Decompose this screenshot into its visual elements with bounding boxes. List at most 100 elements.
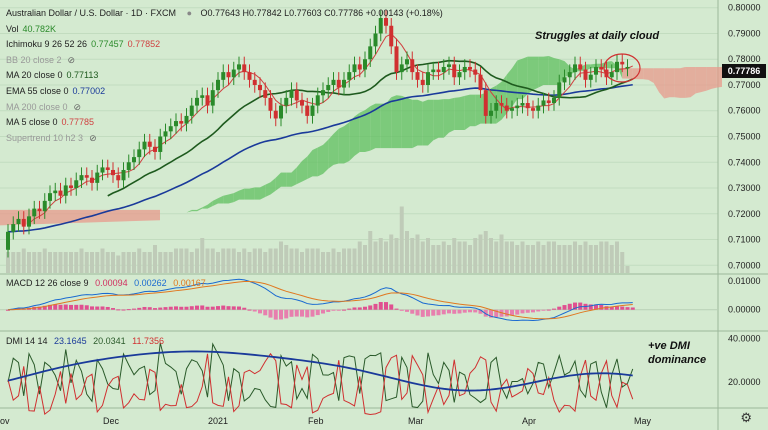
legend-title-row: Australian Dollar / U.S. Dollar · 1D · F… [6, 6, 443, 22]
hidden-eye-icon[interactable]: ⊘ [89, 132, 97, 143]
ichimoku-cloud-segment [412, 99, 418, 149]
volume-bar [420, 241, 425, 273]
hidden-eye-icon[interactable]: ⊘ [67, 54, 76, 65]
volume-bar [410, 238, 415, 273]
volume-bar [84, 252, 89, 273]
candle-body [336, 79, 341, 88]
macd-histogram-bar [210, 306, 215, 310]
volume-bar [32, 252, 37, 273]
candle-body [48, 193, 52, 201]
macd-histogram-bar [147, 307, 152, 310]
macd-histogram-bar [174, 306, 178, 310]
macd-histogram-bar [84, 305, 89, 310]
candle-body [132, 157, 136, 163]
hidden-eye-icon[interactable]: ⊘ [73, 101, 82, 112]
price-axis-label: 0.79000 [728, 28, 761, 38]
indicator-value: 0.77852 [127, 39, 161, 50]
candle-body [95, 172, 100, 183]
volume-bar [567, 245, 572, 273]
ichimoku-cloud-segment [228, 193, 234, 204]
macd-histogram-bar [368, 305, 373, 310]
adx-line [7, 350, 633, 392]
volume-bar [105, 252, 110, 273]
volume-bar [294, 248, 299, 273]
indicator-row[interactable]: Supertrend 10 h2 3 ⊘ [6, 131, 443, 147]
ichimoku-cloud-segment [422, 99, 428, 146]
candle-body [142, 141, 147, 150]
candle-body [499, 103, 504, 106]
macd-histogram-bar [489, 309, 493, 318]
candle-body [221, 72, 226, 80]
macd-histogram-bar [609, 306, 614, 310]
candle-body [447, 64, 451, 67]
candle-body [342, 79, 346, 88]
macd-histogram-bar [410, 309, 415, 314]
ma-20-line [107, 59, 634, 197]
ichimoku-cloud-segment [716, 66, 722, 88]
ichimoku-cloud-segment [296, 160, 302, 185]
indicator-row[interactable]: MA 20 close 0 0.77113 [6, 68, 443, 84]
candle-body [494, 103, 499, 111]
volume-bar [515, 245, 520, 273]
macd-histogram-bar [515, 309, 520, 315]
macd-histogram-bar [378, 302, 383, 310]
macd-histogram-bar [74, 304, 79, 310]
candle-body [310, 105, 315, 116]
macd-histogram-bar [216, 306, 220, 310]
candle-body [252, 79, 257, 85]
indicator-row[interactable]: Ichimoku 9 26 52 26 0.77457 0.77852 [6, 37, 443, 53]
ichimoku-cloud-segment [207, 200, 213, 209]
volume-bar [347, 248, 352, 273]
candle-body [510, 108, 514, 111]
macd-histogram-bar [436, 309, 441, 316]
ichimoku-cloud-segment [386, 97, 392, 149]
macd-histogram-bar [531, 309, 535, 313]
volume-bar [562, 245, 567, 273]
macd-histogram-bar [116, 309, 121, 311]
candle-body [237, 64, 241, 70]
volume-bar [195, 248, 199, 273]
macd-histogram-bar [252, 309, 257, 312]
macd-histogram-bar [431, 309, 436, 316]
ichimoku-cloud-segment [307, 150, 313, 179]
candle-body [27, 216, 31, 227]
ichimoku-cloud-segment [359, 110, 365, 152]
candle-body [205, 95, 210, 106]
candle-body [331, 79, 336, 85]
macd-histogram-bar [357, 307, 362, 310]
volume-bar [53, 252, 58, 273]
volume-bar [137, 248, 142, 273]
macd-histogram-bar [452, 309, 457, 314]
volume-bar [609, 245, 614, 273]
indicator-row[interactable]: BB 20 close 2 ⊘ [6, 53, 443, 69]
volume-bar [289, 248, 294, 273]
macd-histogram-bar [294, 309, 299, 317]
macd-histogram-bar [231, 306, 236, 310]
macd-legend: MACD 12 26 close 9 0.00094 0.00262 0.001… [6, 278, 210, 288]
macd-histogram-bar [79, 304, 84, 310]
ichimoku-cloud-segment [428, 99, 434, 146]
eye-icon[interactable]: ● [186, 8, 192, 18]
indicator-row[interactable]: EMA 55 close 0 0.77002 [6, 84, 443, 100]
indicator-row[interactable]: MA 200 close 0 ⊘ [6, 100, 443, 116]
indicator-row[interactable]: MA 5 close 0 0.77785 [6, 115, 443, 131]
indicator-row[interactable]: Vol 40.782K [6, 22, 443, 38]
settings-gear-icon[interactable]: ⚙ [740, 410, 752, 425]
volume-bar [378, 238, 383, 273]
macd-histogram-bar [483, 309, 488, 317]
macd-histogram-bar [200, 305, 205, 310]
candle-body [42, 200, 47, 212]
volume-bar [352, 248, 357, 273]
volume-bar [478, 234, 483, 273]
ichimoku-cloud-segment [506, 68, 512, 114]
macd-histogram-bar [126, 309, 131, 311]
candle-body [168, 126, 173, 132]
macd-histogram-bar [552, 308, 556, 310]
macd-histogram-bar [63, 304, 68, 310]
candle-body [100, 167, 105, 173]
price-axis-label: 0.73000 [728, 183, 761, 193]
candle-body [105, 167, 110, 170]
highlight-circle [603, 53, 641, 83]
indicator-value: 40.782K [22, 23, 57, 34]
volume-bar [604, 241, 609, 273]
